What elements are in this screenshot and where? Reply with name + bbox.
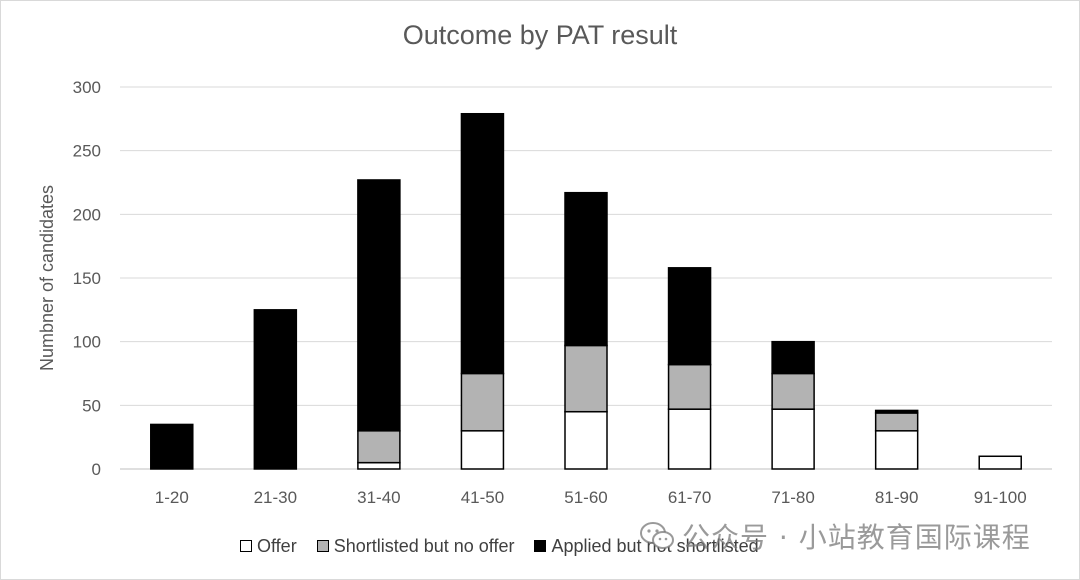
x-tick-label: 1-20 bbox=[155, 488, 189, 507]
bar-segment bbox=[357, 179, 401, 432]
x-tick-label: 21-30 bbox=[254, 488, 297, 507]
bar-segment bbox=[874, 430, 919, 470]
watermark-text: 公众号 · 小站教育国际课程 bbox=[682, 521, 1031, 554]
bars bbox=[150, 112, 1022, 470]
y-tick-label: 100 bbox=[73, 333, 101, 352]
x-tick-label: 91-100 bbox=[974, 488, 1027, 507]
x-tick-label: 51-60 bbox=[564, 488, 607, 507]
bar-segment bbox=[460, 112, 505, 375]
bar-segment bbox=[771, 372, 815, 410]
legend-swatch-shortlisted bbox=[316, 540, 329, 552]
x-tick-label: 81-90 bbox=[875, 488, 918, 507]
y-tick-label: 250 bbox=[73, 142, 101, 161]
legend-item-offer: Offer bbox=[240, 536, 297, 557]
legend-swatch-applied bbox=[534, 540, 547, 552]
y-tick-label: 200 bbox=[73, 205, 101, 224]
bar-segment bbox=[874, 412, 919, 432]
y-axis-title: Numbner of candidates bbox=[37, 185, 57, 371]
bar-segment bbox=[150, 423, 194, 470]
watermark: 公众号 · 小站教育国际课程 bbox=[640, 516, 1031, 556]
legend-swatch-offer bbox=[240, 540, 252, 552]
wechat-icon bbox=[640, 522, 674, 549]
legend-item-shortlisted: Shortlisted but no offer bbox=[316, 535, 515, 557]
y-tick-label: 0 bbox=[92, 460, 101, 479]
bar-segment bbox=[667, 408, 712, 470]
bar-segment bbox=[667, 363, 712, 410]
bar-segment bbox=[874, 409, 919, 414]
bar-segment bbox=[771, 340, 815, 375]
bar-segment bbox=[460, 372, 505, 432]
bar-segment bbox=[564, 410, 608, 470]
legend-label-offer: Offer bbox=[257, 535, 297, 556]
x-tick-label: 41-50 bbox=[461, 488, 504, 507]
tick-labels: 0 50 100 150 200 250 300 1-20 21-30 31-40 41-50 51-… bbox=[73, 78, 1027, 507]
bar-segment bbox=[667, 267, 712, 366]
bar-segment bbox=[357, 430, 401, 464]
x-tick-label: 61-70 bbox=[668, 488, 711, 507]
bar-segment bbox=[771, 408, 815, 470]
x-tick-label: 31-40 bbox=[357, 488, 400, 507]
bar-segment bbox=[357, 461, 401, 470]
bar-segment bbox=[978, 455, 1022, 470]
bar-segment bbox=[564, 191, 608, 347]
bar-segment bbox=[253, 309, 298, 470]
chart-title: Outcome by PAT result bbox=[402, 20, 678, 50]
y-tick-label: 300 bbox=[73, 78, 101, 97]
y-tick-label: 150 bbox=[73, 269, 101, 288]
bar-segment bbox=[564, 344, 608, 413]
x-tick-label: 71-80 bbox=[771, 488, 814, 507]
y-tick-label: 50 bbox=[82, 396, 101, 415]
bar-segment bbox=[460, 430, 505, 470]
legend-label-shortlisted: Shortlisted but no offer bbox=[333, 535, 515, 556]
